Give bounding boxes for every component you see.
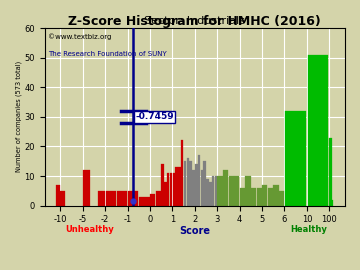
X-axis label: Score: Score xyxy=(179,226,210,236)
Bar xyxy=(83,170,90,206)
Bar xyxy=(186,158,189,206)
Bar xyxy=(268,188,273,206)
Bar xyxy=(178,167,181,206)
Bar xyxy=(262,185,267,206)
Bar xyxy=(285,111,306,206)
Bar xyxy=(98,191,105,206)
Text: Healthy: Healthy xyxy=(291,225,327,234)
Bar xyxy=(170,173,172,206)
Bar xyxy=(192,170,195,206)
Bar xyxy=(156,191,161,206)
Bar xyxy=(139,197,149,206)
Bar xyxy=(212,176,214,206)
Bar xyxy=(217,176,222,206)
Text: Unhealthy: Unhealthy xyxy=(65,225,114,234)
Bar xyxy=(189,161,192,206)
Bar xyxy=(209,182,212,206)
Bar xyxy=(164,182,167,206)
Bar xyxy=(60,191,65,206)
Bar xyxy=(203,161,206,206)
Bar xyxy=(257,188,262,206)
Bar xyxy=(181,140,184,206)
Bar xyxy=(56,185,60,206)
Bar xyxy=(246,176,251,206)
Title: Z-Score Histogram for HMHC (2016): Z-Score Histogram for HMHC (2016) xyxy=(68,15,321,28)
Bar xyxy=(240,188,245,206)
Bar xyxy=(329,137,332,206)
Bar xyxy=(175,167,178,206)
Bar xyxy=(206,179,209,206)
Bar xyxy=(332,200,333,206)
Bar xyxy=(201,170,203,206)
Bar xyxy=(172,173,175,206)
Bar xyxy=(308,55,328,206)
Bar xyxy=(215,176,217,206)
Bar xyxy=(117,191,127,206)
Bar xyxy=(198,155,200,206)
Bar xyxy=(150,194,156,206)
Bar xyxy=(167,173,170,206)
Bar xyxy=(234,176,239,206)
Text: Sector: Industrials: Sector: Industrials xyxy=(144,16,245,26)
Bar xyxy=(184,161,186,206)
Text: ©www.textbiz.org: ©www.textbiz.org xyxy=(48,33,111,40)
Bar xyxy=(274,185,279,206)
Text: The Research Foundation of SUNY: The Research Foundation of SUNY xyxy=(48,51,166,57)
Y-axis label: Number of companies (573 total): Number of companies (573 total) xyxy=(15,61,22,173)
Text: -0.7459: -0.7459 xyxy=(135,112,174,121)
Bar xyxy=(128,191,138,206)
Bar xyxy=(223,170,228,206)
Bar xyxy=(229,176,234,206)
Bar xyxy=(195,164,198,206)
Bar xyxy=(105,191,116,206)
Bar xyxy=(161,164,164,206)
Bar xyxy=(251,188,256,206)
Bar xyxy=(279,191,284,206)
